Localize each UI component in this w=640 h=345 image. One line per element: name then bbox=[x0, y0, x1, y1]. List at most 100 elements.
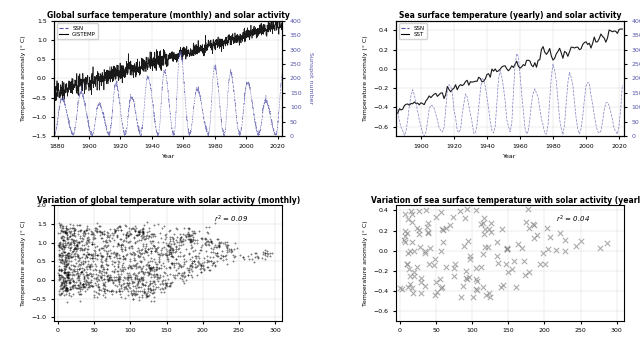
Point bbox=[56, 275, 66, 280]
Point bbox=[104, 288, 115, 293]
Point bbox=[98, 245, 108, 250]
Point bbox=[69, 232, 79, 238]
Point bbox=[65, 277, 75, 283]
Point bbox=[108, 287, 118, 293]
Point bbox=[54, 243, 64, 248]
Point bbox=[145, 265, 155, 271]
Point bbox=[78, 258, 88, 264]
Point bbox=[169, 260, 179, 265]
Point bbox=[147, 265, 157, 270]
Point bbox=[414, 227, 424, 233]
Point bbox=[74, 266, 84, 272]
Point bbox=[445, 223, 455, 228]
Point bbox=[409, 270, 419, 275]
Point bbox=[160, 236, 170, 241]
Point bbox=[97, 259, 107, 264]
Point bbox=[185, 264, 195, 269]
Point bbox=[170, 273, 180, 278]
Point bbox=[550, 247, 561, 253]
Point bbox=[58, 238, 68, 243]
Point bbox=[103, 272, 113, 277]
Point bbox=[78, 281, 88, 287]
Point bbox=[76, 228, 86, 233]
Point bbox=[258, 251, 268, 257]
Point bbox=[64, 250, 74, 256]
Point bbox=[462, 276, 472, 282]
Point bbox=[75, 245, 85, 250]
Point bbox=[161, 265, 172, 271]
Point bbox=[62, 275, 72, 280]
Point bbox=[262, 253, 272, 259]
Point bbox=[60, 266, 70, 272]
Point bbox=[114, 242, 124, 248]
Point bbox=[82, 254, 92, 259]
Point bbox=[81, 241, 91, 247]
Point bbox=[143, 263, 154, 268]
Point bbox=[72, 239, 82, 245]
Point bbox=[72, 276, 82, 281]
Point bbox=[62, 233, 72, 238]
Point bbox=[92, 228, 102, 234]
Point bbox=[72, 246, 82, 252]
Point bbox=[138, 275, 148, 280]
Point bbox=[77, 230, 88, 236]
Point bbox=[79, 246, 90, 252]
Point bbox=[143, 246, 154, 252]
Point bbox=[163, 256, 173, 262]
Point bbox=[99, 276, 109, 282]
Point bbox=[63, 273, 73, 278]
Point bbox=[143, 294, 154, 299]
Point bbox=[57, 241, 67, 247]
Point bbox=[214, 240, 224, 246]
Point bbox=[179, 226, 189, 231]
Point bbox=[179, 256, 189, 262]
Point bbox=[82, 255, 92, 260]
Point bbox=[422, 225, 433, 230]
Point bbox=[74, 262, 84, 267]
Point bbox=[117, 246, 127, 252]
Point bbox=[63, 293, 74, 298]
Point bbox=[64, 275, 74, 280]
Point bbox=[191, 255, 201, 261]
Point bbox=[140, 248, 150, 254]
Point bbox=[114, 288, 124, 294]
Point bbox=[60, 230, 70, 236]
Point bbox=[54, 242, 65, 248]
Point bbox=[65, 233, 76, 239]
Point bbox=[76, 265, 86, 270]
Point bbox=[122, 223, 132, 229]
Point bbox=[152, 278, 163, 284]
Point bbox=[131, 265, 141, 271]
Point bbox=[179, 281, 189, 286]
Point bbox=[71, 246, 81, 251]
Point bbox=[70, 234, 80, 239]
Point bbox=[196, 265, 206, 270]
Point bbox=[179, 270, 189, 275]
Point bbox=[124, 244, 134, 249]
Point bbox=[116, 294, 126, 299]
Point bbox=[179, 252, 189, 257]
Point bbox=[87, 252, 97, 258]
Point bbox=[63, 244, 73, 249]
Point bbox=[59, 275, 69, 280]
Point bbox=[136, 247, 147, 253]
Point bbox=[74, 275, 84, 281]
Point bbox=[115, 274, 125, 279]
Point bbox=[81, 280, 91, 285]
Point bbox=[221, 253, 232, 258]
Point bbox=[181, 277, 191, 283]
Point bbox=[148, 283, 158, 289]
Point bbox=[171, 237, 181, 243]
Point bbox=[103, 230, 113, 236]
Point bbox=[134, 228, 144, 234]
Point bbox=[59, 283, 69, 288]
Point bbox=[72, 242, 82, 248]
Point bbox=[148, 238, 158, 244]
Point bbox=[59, 269, 69, 275]
Point bbox=[63, 275, 73, 281]
Point bbox=[90, 275, 100, 280]
Point bbox=[62, 299, 72, 304]
Point bbox=[56, 234, 66, 240]
Point bbox=[141, 279, 151, 285]
Point bbox=[61, 230, 71, 236]
